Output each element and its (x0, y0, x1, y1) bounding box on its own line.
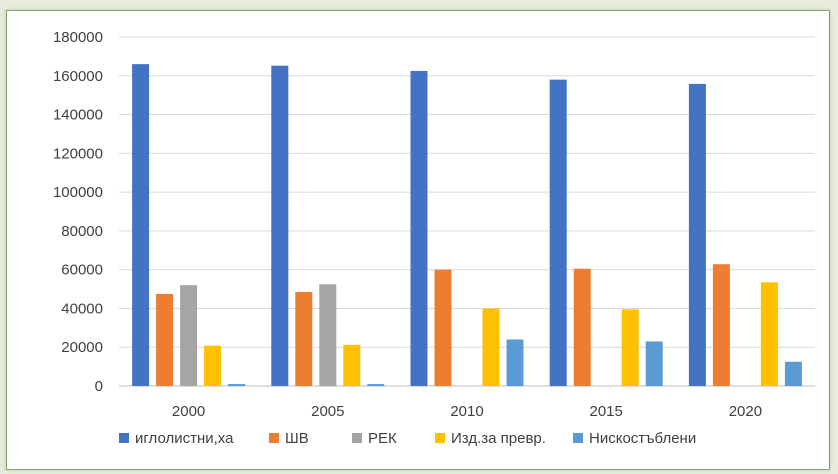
y-tick-label: 60000 (61, 262, 103, 279)
bar-1-2010 (410, 70, 428, 387)
chart-frame: 0 20000 40000 60000 80000 100000 120000 140000 1… (6, 10, 830, 470)
x-tick-label: 2005 (311, 403, 344, 420)
legend-swatch (119, 433, 129, 443)
bar-2-2010 (434, 269, 452, 386)
bar-2-2005 (295, 291, 313, 386)
bar-2-2000 (156, 293, 174, 386)
y-tick-label: 140000 (53, 107, 103, 124)
legend-label: ШВ (285, 430, 309, 447)
bar-chart: 0 20000 40000 60000 80000 100000 120000 140000 1… (53, 29, 815, 447)
bar-5-2015 (645, 341, 663, 386)
bar-2-2020 (712, 264, 730, 386)
y-tick-label: 120000 (53, 145, 103, 162)
y-tick-label: 180000 (53, 29, 103, 46)
legend-swatch (435, 433, 445, 443)
bar-1-2005 (271, 65, 289, 386)
legend-label: РЕК (368, 430, 397, 447)
x-tick-label: 2010 (450, 403, 483, 420)
bar-5-2020 (784, 361, 802, 386)
bar-3-2005 (319, 284, 337, 386)
bar-5-2010 (506, 339, 524, 386)
bar-4-2015 (621, 309, 639, 386)
legend-swatch (269, 433, 279, 443)
bar-5-2000 (228, 384, 246, 386)
x-tick-label: 2020 (729, 403, 762, 420)
y-tick-label: 20000 (61, 339, 103, 356)
x-tick-label: 2000 (172, 403, 205, 420)
bar-1-2020 (688, 83, 706, 386)
bar-2-2015 (573, 268, 591, 386)
bar-4-2020 (760, 282, 778, 386)
y-tick-label: 40000 (61, 300, 103, 317)
bar-5-2005 (367, 384, 385, 386)
y-tick-label: 160000 (53, 68, 103, 85)
legend-swatch (573, 433, 583, 443)
y-tick-label: 0 (95, 378, 103, 395)
bar-1-2000 (132, 64, 150, 386)
legend-label: Изд.за превр. (451, 430, 546, 447)
legend-label: иглолистни,ха (135, 430, 234, 447)
y-tick-label: 80000 (61, 223, 103, 240)
x-tick-label: 2015 (590, 403, 623, 420)
legend-label: Нискостъблени (589, 430, 696, 447)
bar-4-2005 (343, 344, 361, 386)
bar-3-2000 (180, 285, 198, 386)
bar-1-2015 (549, 79, 567, 387)
legend-swatch (352, 433, 362, 443)
bar-4-2000 (204, 345, 222, 386)
y-tick-label: 100000 (53, 184, 103, 201)
bar-4-2010 (482, 308, 500, 386)
